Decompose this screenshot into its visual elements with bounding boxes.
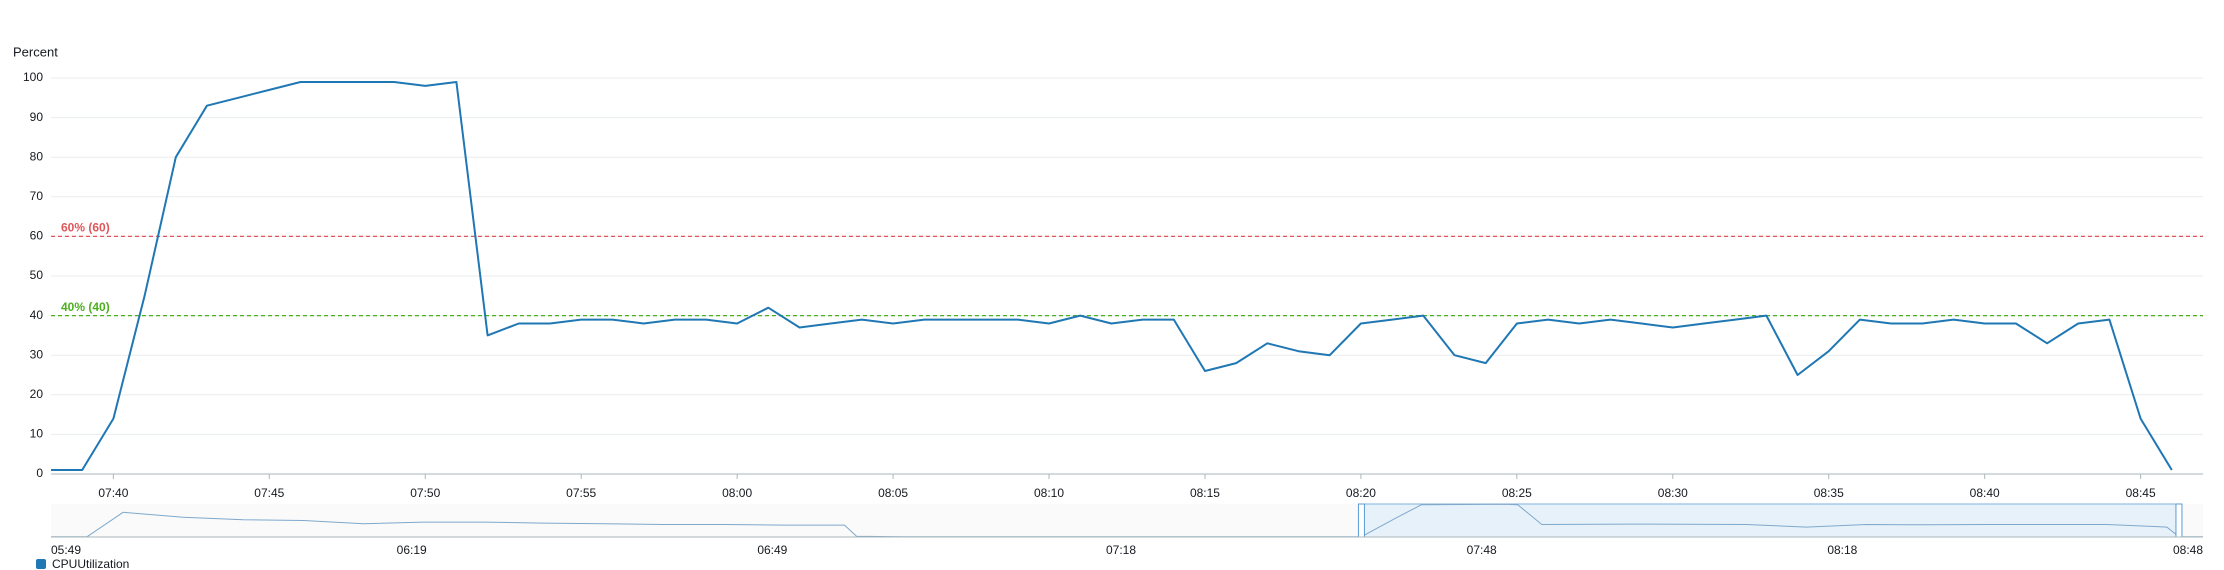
threshold-label: 40% (40) (61, 300, 110, 314)
x-tick-label: 08:15 (1190, 486, 1220, 500)
x-tick-label: 07:50 (410, 486, 440, 500)
y-axis-label: Percent (13, 44, 58, 59)
y-tick-label: 0 (36, 466, 43, 480)
y-tick-label: 50 (30, 268, 44, 282)
y-tick-label: 40 (30, 308, 44, 322)
x-tick-label: 08:40 (1970, 486, 2000, 500)
y-tick-label: 90 (30, 110, 44, 124)
selection-handle[interactable] (1357, 503, 1365, 538)
threshold-label: 60% (60) (61, 221, 110, 235)
x-tick-label: 07:45 (254, 486, 284, 500)
y-tick-label: 80 (30, 149, 44, 163)
x-tick-label: 08:10 (1034, 486, 1064, 500)
overview-tick-label: 08:48 (2173, 543, 2203, 557)
x-tick-label: 07:55 (566, 486, 596, 500)
y-tick-label: 30 (30, 347, 44, 361)
x-tick-label: 08:45 (2126, 486, 2156, 500)
y-tick-label: 100 (23, 70, 43, 84)
series-line (51, 81, 2173, 471)
overview-tick-label: 05:49 (51, 543, 81, 557)
overview-tick-label: 07:18 (1106, 543, 1136, 557)
overview-selection (1360, 503, 2180, 538)
y-tick-label: 70 (30, 189, 44, 203)
legend-label: CPUUtilization (52, 557, 129, 570)
x-tick-label: 08:35 (1814, 486, 1844, 500)
x-tick-label: 08:05 (878, 486, 908, 500)
x-tick-label: 08:00 (722, 486, 752, 500)
overview-tick-label: 06:49 (757, 543, 787, 557)
overview-tick-label: 06:19 (397, 543, 427, 557)
x-tick-label: 08:20 (1346, 486, 1376, 500)
legend-swatch[interactable] (36, 559, 46, 569)
overview-tick-label: 08:18 (1827, 543, 1857, 557)
x-tick-label: 07:40 (98, 486, 128, 500)
selection-handle[interactable] (2175, 503, 2183, 538)
x-tick-label: 08:30 (1658, 486, 1688, 500)
overview-tick-label: 07:48 (1467, 543, 1497, 557)
y-tick-label: 10 (30, 427, 44, 441)
y-tick-label: 60 (30, 229, 44, 243)
x-tick-label: 08:25 (1502, 486, 1532, 500)
y-tick-label: 20 (30, 387, 44, 401)
